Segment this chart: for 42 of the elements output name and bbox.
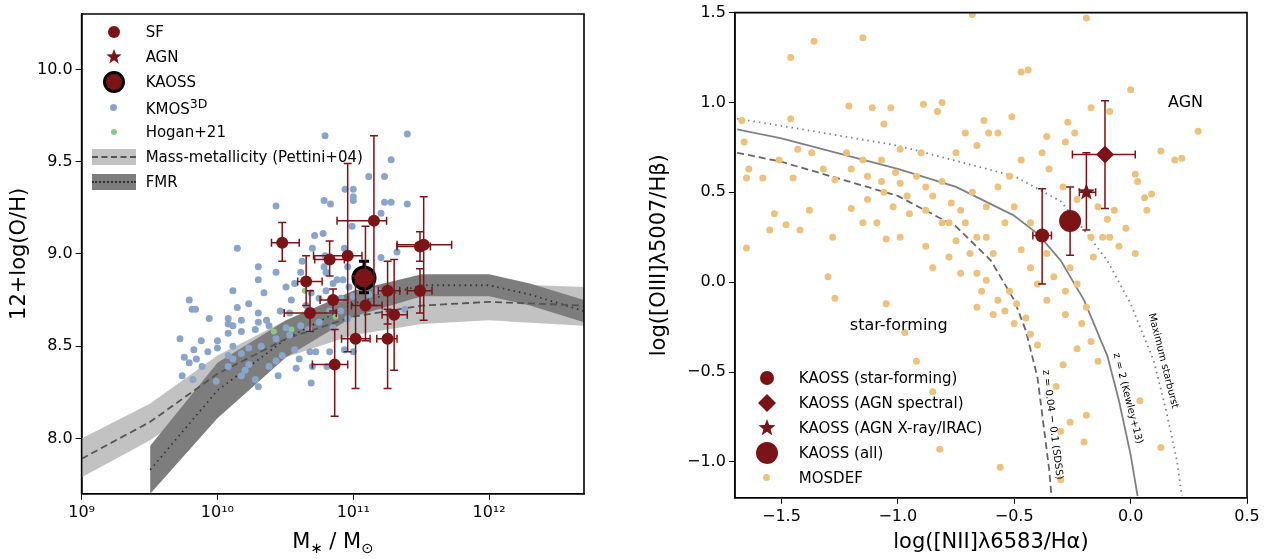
x-axis-title: M∗ / M⊙	[292, 529, 374, 557]
x-tick-label: 0.5	[1234, 505, 1260, 525]
y-axis-title: log([OIII]λ5007/Hβ)	[646, 154, 671, 357]
x-axis-title: log([NII]λ6583/Hα)	[893, 529, 1089, 554]
legend-label: AGN	[145, 48, 179, 66]
y-tick-label: 0.0	[700, 271, 726, 291]
legend-label: KAOSS (star-forming)	[798, 368, 958, 387]
y-tick-label: 9.5	[47, 150, 73, 170]
point	[1059, 210, 1082, 233]
legend-label: KAOSS (all)	[798, 443, 884, 462]
annotation: z = 0.04 − 0.1 (SDSS)	[1040, 369, 1066, 481]
legend-label: SF	[145, 23, 164, 41]
legend-label: FMR	[145, 173, 178, 191]
x-tick-label: 10¹²	[472, 501, 506, 521]
legend-label: KAOSS (AGN spectral)	[798, 393, 964, 412]
y-tick-label: 8.0	[47, 427, 73, 447]
annotation: AGN	[1168, 91, 1204, 111]
x-tick-label: 10¹⁰	[200, 501, 235, 521]
y-tick-label: 1.5	[700, 1, 726, 21]
legend-label: KAOSS	[145, 73, 197, 91]
point	[1095, 145, 1114, 164]
x-tick-label: 10⁹	[68, 501, 96, 521]
y-tick-label: 9.0	[47, 243, 73, 263]
y-tick-label: 1.0	[700, 91, 726, 111]
x-tick-label: −1.5	[761, 505, 801, 525]
y-tick-label: −1.0	[686, 451, 726, 471]
legend-label: KAOSS (AGN X-ray/IRAC)	[798, 418, 983, 437]
y-axis-title: 12+log(O/H)	[6, 187, 31, 320]
annotation: star-forming	[849, 314, 948, 334]
point	[1077, 183, 1095, 200]
x-tick-label: −1.0	[878, 505, 918, 525]
y-tick-label: 8.5	[47, 335, 73, 355]
y-tick-label: 0.5	[700, 181, 726, 201]
legend-label: Mass-metallicity (Pettini+04)	[145, 148, 363, 166]
legend-label: MOSDEF	[798, 468, 863, 487]
legend-label: KMOS$^{3D}$	[145, 96, 208, 118]
x-tick-label: −0.5	[994, 505, 1034, 525]
x-tick-label: 10¹¹	[336, 501, 370, 521]
y-tick-label: −0.5	[686, 361, 726, 381]
x-tick-label: 0.0	[1117, 505, 1144, 525]
legend-label: Hogan+21	[145, 123, 226, 141]
y-tick-label: 10.0	[37, 58, 73, 78]
